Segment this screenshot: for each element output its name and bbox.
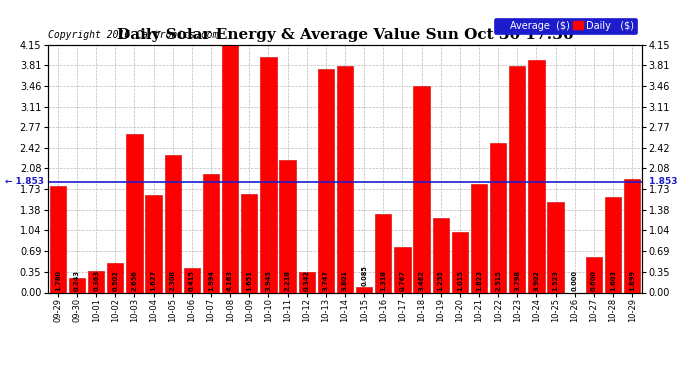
Text: 1.853: 1.853 — [646, 177, 678, 186]
Bar — [69, 278, 85, 292]
Text: Copyright 2016 Cartronics.com: Copyright 2016 Cartronics.com — [48, 30, 219, 40]
Bar — [529, 60, 544, 292]
Bar — [509, 66, 525, 292]
Text: 3.902: 3.902 — [533, 270, 540, 291]
Text: 1.823: 1.823 — [476, 270, 482, 291]
Bar — [413, 86, 430, 292]
Bar — [471, 184, 487, 292]
Bar — [490, 142, 506, 292]
Text: 1.603: 1.603 — [610, 270, 616, 291]
Bar — [126, 134, 143, 292]
Bar — [279, 160, 296, 292]
Bar — [299, 272, 315, 292]
Text: 0.600: 0.600 — [591, 270, 597, 291]
Bar — [222, 44, 238, 292]
Bar — [337, 66, 353, 292]
Text: 1.651: 1.651 — [246, 270, 253, 291]
Bar — [241, 194, 257, 292]
Text: 1.780: 1.780 — [55, 270, 61, 291]
Text: 0.767: 0.767 — [400, 270, 406, 291]
Bar — [50, 186, 66, 292]
Text: 1.994: 1.994 — [208, 270, 214, 291]
Bar — [547, 202, 564, 292]
Text: 0.000: 0.000 — [572, 270, 578, 291]
Text: 0.342: 0.342 — [304, 270, 310, 291]
Text: 0.363: 0.363 — [93, 270, 99, 291]
Text: 1.015: 1.015 — [457, 270, 463, 291]
Text: 1.627: 1.627 — [150, 270, 157, 291]
Text: 0.502: 0.502 — [112, 270, 118, 291]
Bar — [605, 197, 621, 292]
Legend: Average  ($), Daily   ($): Average ($), Daily ($) — [494, 18, 637, 33]
Title: Daily Solar Energy & Average Value Sun Oct 30 17:36: Daily Solar Energy & Average Value Sun O… — [117, 28, 573, 42]
Text: 1.899: 1.899 — [629, 270, 635, 291]
Bar — [203, 174, 219, 292]
Text: 4.163: 4.163 — [227, 270, 233, 291]
Text: 0.243: 0.243 — [74, 270, 80, 291]
Text: 3.747: 3.747 — [323, 270, 329, 291]
Bar — [260, 57, 277, 292]
Bar — [452, 232, 468, 292]
Text: 2.656: 2.656 — [131, 270, 137, 291]
Text: 2.308: 2.308 — [170, 270, 176, 291]
Text: 0.085: 0.085 — [361, 266, 367, 286]
Text: 1.318: 1.318 — [380, 270, 386, 291]
Text: 0.415: 0.415 — [189, 270, 195, 291]
Text: 3.462: 3.462 — [419, 270, 424, 291]
Text: 3.945: 3.945 — [266, 270, 271, 291]
Text: 1.255: 1.255 — [437, 270, 444, 291]
Text: 3.798: 3.798 — [514, 270, 520, 291]
Bar — [146, 195, 161, 292]
Bar — [165, 155, 181, 292]
Bar — [394, 247, 411, 292]
Text: 2.218: 2.218 — [284, 270, 290, 291]
Bar — [375, 214, 391, 292]
Bar — [88, 271, 104, 292]
Text: 1.523: 1.523 — [553, 270, 559, 291]
Bar — [317, 69, 334, 292]
Bar — [184, 268, 200, 292]
Text: 3.801: 3.801 — [342, 270, 348, 291]
Text: 2.515: 2.515 — [495, 270, 501, 291]
Bar — [356, 287, 373, 292]
Text: ← 1.853: ← 1.853 — [5, 177, 44, 186]
Bar — [624, 179, 640, 292]
Bar — [433, 217, 449, 292]
Bar — [107, 262, 124, 292]
Bar — [586, 257, 602, 292]
